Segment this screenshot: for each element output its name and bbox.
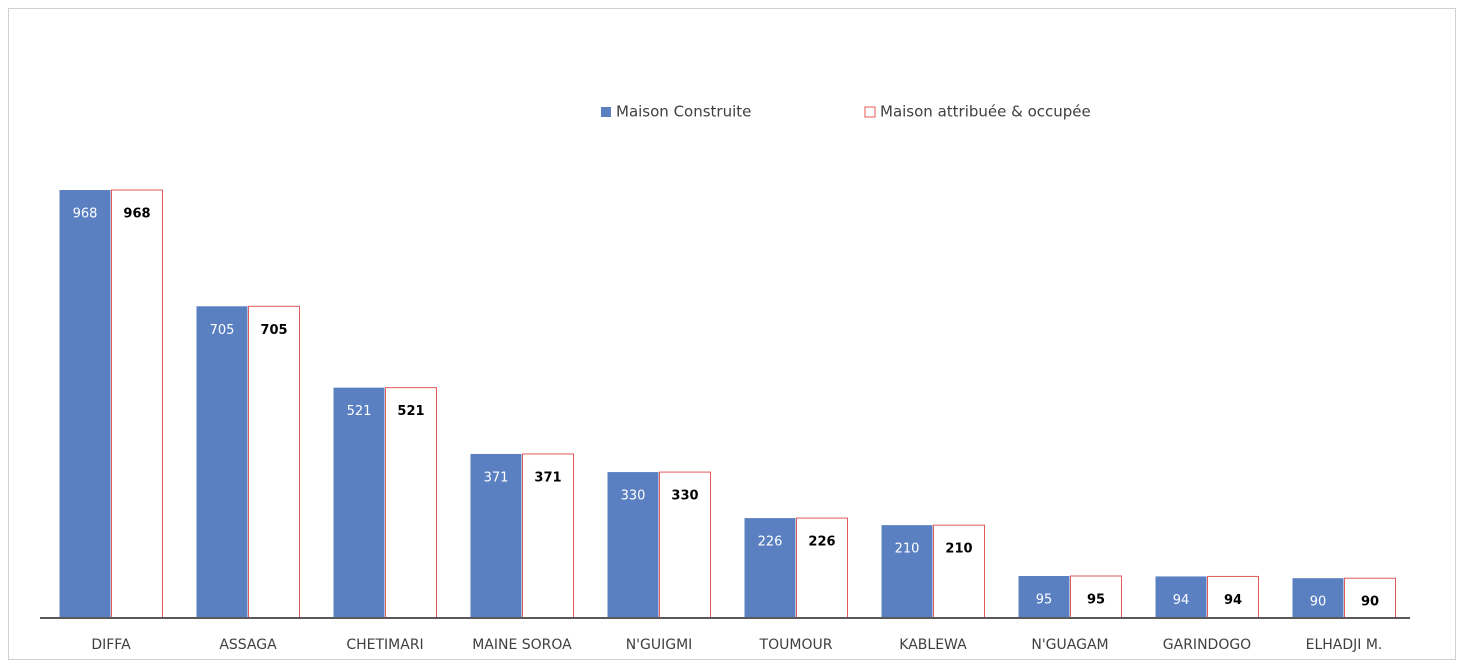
x-tick-label: CHETIMARI	[346, 637, 423, 653]
x-tick-label: KABLEWA	[899, 637, 967, 653]
value-label: 210	[945, 542, 972, 557]
value-label: 95	[1036, 592, 1053, 607]
value-label: 521	[347, 404, 372, 419]
legend-swatch	[601, 107, 611, 117]
x-tick-label: MAINE SOROA	[472, 637, 572, 653]
bar	[522, 453, 574, 619]
bar	[59, 190, 111, 618]
value-label: 705	[260, 323, 287, 338]
bar	[933, 524, 985, 619]
bar	[607, 472, 659, 618]
legend-label: Maison Construite	[616, 103, 751, 121]
legend-label: Maison attribuée & occupée	[880, 103, 1091, 121]
bar	[196, 306, 248, 618]
bar	[1155, 576, 1207, 618]
value-label: 371	[484, 470, 509, 485]
bar	[881, 525, 933, 618]
value-label: 95	[1087, 592, 1105, 607]
bar	[1018, 575, 1070, 618]
value-label: 226	[808, 535, 835, 550]
value-label: 968	[123, 207, 150, 222]
bar	[248, 305, 300, 619]
value-label: 371	[534, 470, 561, 485]
bar	[1292, 578, 1344, 618]
bar	[659, 471, 711, 619]
bar	[744, 518, 796, 618]
legend-swatch	[864, 106, 876, 118]
bar	[470, 453, 522, 618]
x-tick-label: GARINDOGO	[1163, 637, 1251, 653]
value-label: 94	[1173, 593, 1190, 608]
value-label: 330	[671, 489, 698, 504]
value-label: 210	[895, 542, 920, 557]
x-tick-label: ELHADJI M.	[1306, 637, 1383, 653]
x-tick-label: TOUMOUR	[759, 637, 833, 653]
x-tick-label: N'GUAGAM	[1031, 637, 1108, 653]
x-tick-label: DIFFA	[91, 637, 131, 653]
value-label: 90	[1361, 595, 1379, 610]
x-tick-label: N'GUIGMI	[626, 637, 693, 653]
bar	[111, 189, 163, 619]
value-label: 521	[397, 404, 424, 419]
bar	[385, 387, 437, 619]
bar	[333, 387, 385, 618]
value-label: 90	[1310, 595, 1327, 610]
value-label: 330	[621, 489, 646, 504]
value-label: 226	[758, 535, 783, 550]
value-label: 705	[210, 323, 235, 338]
x-tick-label: ASSAGA	[219, 637, 277, 653]
value-label: 94	[1224, 593, 1242, 608]
bar	[796, 517, 848, 619]
value-label: 968	[73, 207, 98, 222]
